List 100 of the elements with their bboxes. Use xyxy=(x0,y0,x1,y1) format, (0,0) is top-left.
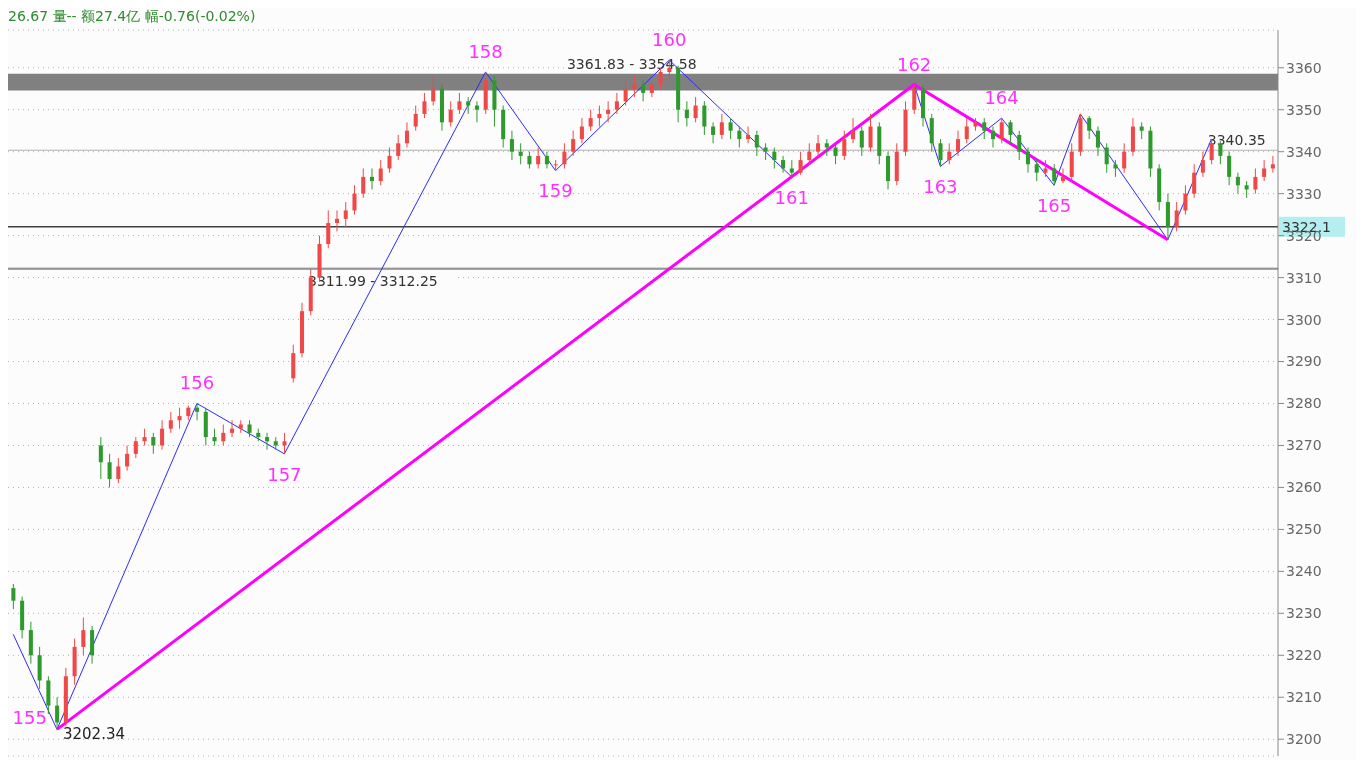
candlestick xyxy=(964,117,969,144)
candlestick xyxy=(81,617,86,656)
annotation: 158 xyxy=(468,40,503,62)
candlestick xyxy=(588,109,593,132)
candlestick xyxy=(282,432,287,455)
candlestick xyxy=(1122,142,1127,174)
candlestick xyxy=(116,457,121,484)
y-tick-label: 3280 xyxy=(1286,395,1322,412)
y-tick-label: 3330 xyxy=(1286,185,1322,202)
candlestick xyxy=(571,130,576,157)
candlestick xyxy=(597,105,602,128)
candlestick xyxy=(1235,172,1240,195)
candlestick xyxy=(1253,167,1258,195)
candlestick xyxy=(404,121,409,148)
y-tick-label: 3290 xyxy=(1286,353,1322,370)
annotation: 163 xyxy=(923,176,958,198)
candlestick xyxy=(746,126,751,144)
y-tick-label: 3300 xyxy=(1286,311,1322,328)
candlestick xyxy=(343,201,348,228)
candlestick xyxy=(1174,201,1179,232)
candlestick xyxy=(474,100,479,123)
annotation: 3202.34 xyxy=(62,724,126,743)
chart-title: 26.67 量-- 额27.4亿 幅-0.76(-0.02%) xyxy=(8,8,256,26)
candlestick xyxy=(98,436,103,480)
candlestick xyxy=(999,117,1004,144)
candlestick xyxy=(1095,126,1100,157)
candlestick xyxy=(1052,163,1057,186)
ref-line-label: 3340.35 xyxy=(1207,132,1266,149)
candlestick xyxy=(1008,119,1013,144)
annotation: 155 xyxy=(12,706,47,728)
y-tick-label: 3340 xyxy=(1286,143,1322,160)
candlestick xyxy=(947,142,952,165)
candlestick xyxy=(649,81,654,98)
y-tick-label: 3250 xyxy=(1286,521,1322,538)
candlestick xyxy=(955,130,961,157)
candlestick xyxy=(369,167,375,190)
candlestick xyxy=(422,92,427,119)
candlestick xyxy=(658,67,663,90)
candlestick xyxy=(265,432,270,451)
candlestick xyxy=(168,411,173,434)
candlestick xyxy=(684,100,689,128)
candlestick xyxy=(151,432,156,455)
y-tick-label: 3310 xyxy=(1286,269,1322,286)
candlestick xyxy=(431,75,436,107)
candlestick xyxy=(982,117,987,140)
candlestick xyxy=(125,444,130,472)
candlestick xyxy=(11,583,16,610)
candlestick xyxy=(719,113,724,140)
candlestick xyxy=(606,100,611,123)
candlestick xyxy=(361,167,366,199)
candlestick xyxy=(754,130,759,157)
candlestick xyxy=(623,79,628,107)
y-tick-label: 3270 xyxy=(1286,437,1322,454)
annotation: 162 xyxy=(896,53,932,75)
candlestick xyxy=(912,84,917,115)
candlestick xyxy=(614,92,619,115)
y-tick-label: 3220 xyxy=(1286,647,1322,664)
candlestick xyxy=(1025,147,1030,174)
annotation: 157 xyxy=(267,463,302,485)
candlestick xyxy=(457,92,462,115)
candlestick xyxy=(396,134,401,161)
candlestick xyxy=(378,159,383,186)
candlestick xyxy=(221,423,226,446)
candlestick xyxy=(387,147,392,174)
candlestick xyxy=(1270,155,1275,174)
annotation: 161 xyxy=(774,186,809,208)
candlestick xyxy=(518,142,523,165)
candlestick xyxy=(230,419,235,438)
candlestick xyxy=(1183,184,1188,216)
candlestick xyxy=(1104,142,1109,174)
y-tick-label: 3240 xyxy=(1286,563,1322,580)
annotation: 159 xyxy=(538,180,573,202)
candlestick xyxy=(544,151,549,169)
candlestick xyxy=(553,159,558,172)
candlestick xyxy=(1034,159,1039,182)
candlestick xyxy=(326,209,331,249)
candlestick xyxy=(177,407,182,430)
candlestick xyxy=(868,113,873,153)
annotation: 164 xyxy=(984,87,1019,109)
candlestick xyxy=(55,696,60,730)
candlestick xyxy=(579,117,584,144)
candlestick xyxy=(693,96,698,123)
annotation: 165 xyxy=(1036,195,1072,217)
candlestick xyxy=(851,117,856,144)
y-tick-label: 3260 xyxy=(1286,479,1322,496)
candlestick xyxy=(702,100,707,136)
candlestick xyxy=(195,402,200,421)
candlestick xyxy=(448,100,453,128)
candlestick xyxy=(1087,115,1092,140)
y-tick-label: 3200 xyxy=(1286,731,1322,748)
y-tick-label: 3210 xyxy=(1286,689,1322,706)
candlestick xyxy=(990,126,996,148)
candlestick xyxy=(1017,130,1022,161)
candlestick xyxy=(772,147,777,169)
y-tick-label: 3360 xyxy=(1286,59,1322,76)
candlestick xyxy=(352,184,357,216)
candlestick xyxy=(816,134,821,157)
candlestick xyxy=(413,105,418,132)
candlestick xyxy=(160,419,165,451)
candlestick xyxy=(859,126,864,157)
